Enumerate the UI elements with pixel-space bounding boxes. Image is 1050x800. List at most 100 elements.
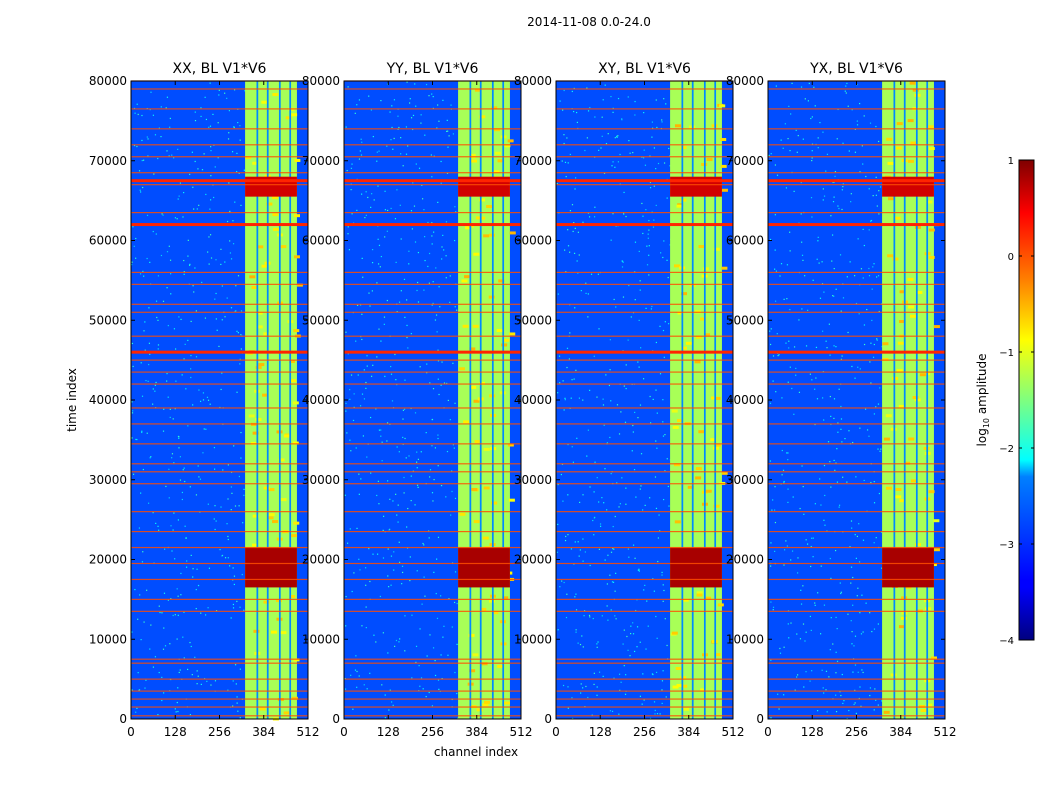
- heatmap-noise-cell: [825, 340, 827, 342]
- heatmap-noise-cell: [243, 494, 245, 496]
- heatmap-noise-cell: [150, 456, 152, 458]
- heatmap-noise-cell: [666, 259, 668, 261]
- heatmap-noise-cell: [196, 208, 198, 210]
- heatmap-noise-cell: [603, 424, 605, 426]
- heatmap-noise-cell: [877, 448, 879, 450]
- heatmap-noise-cell: [607, 554, 609, 556]
- heatmap-noise-cell: [627, 339, 629, 341]
- heatmap-noise-cell: [862, 163, 864, 165]
- heatmap-noise-cell: [655, 615, 657, 618]
- heatmap-noise-cell: [661, 574, 663, 576]
- heatmap-noise-cell: [873, 542, 875, 544]
- heatmap-rfi-row: [131, 211, 308, 214]
- heatmap-noise-cell: [390, 207, 392, 210]
- heatmap-noise-cell: [239, 363, 241, 365]
- heatmap-rfi-row: [556, 88, 733, 90]
- heatmap-noise-cell: [345, 331, 347, 333]
- heatmap-noise-cell: [347, 226, 349, 228]
- figure-suptitle: 2014-11-08 0.0-24.0: [527, 15, 651, 29]
- heatmap-noise-cell: [834, 175, 836, 177]
- heatmap-noise-cell: [440, 595, 442, 597]
- heatmap-noise-cell: [665, 696, 667, 698]
- heatmap-band-cell: [473, 252, 480, 256]
- heatmap-rfi-row: [344, 678, 521, 680]
- heatmap-noise-cell: [359, 569, 361, 571]
- heatmap-noise-cell: [437, 679, 440, 681]
- heatmap-noise-cell: [648, 219, 650, 222]
- heatmap-noise-cell: [177, 710, 179, 713]
- heatmap-band-cell: [283, 711, 290, 715]
- heatmap-noise-cell: [855, 712, 858, 715]
- heatmap-noise-cell: [875, 176, 877, 178]
- heatmap-noise-cell: [600, 147, 602, 149]
- heatmap-band-cell: [462, 324, 469, 328]
- heatmap-band-cell: [464, 226, 471, 230]
- heatmap-band-cell: [503, 338, 510, 342]
- heatmap-noise-cell: [845, 92, 847, 94]
- heatmap-noise-cell: [206, 396, 209, 398]
- heatmap-noise-cell: [152, 114, 155, 116]
- heatmap-noise-cell: [593, 491, 595, 493]
- heatmap-noise-cell: [881, 531, 883, 533]
- heatmap-noise-cell: [577, 541, 579, 543]
- heatmap-band-cell: [497, 159, 504, 163]
- heatmap-noise-cell: [234, 89, 236, 91]
- heatmap-band-cell: [280, 498, 287, 502]
- heatmap-noise-cell: [190, 368, 192, 370]
- heatmap-noise-cell: [229, 252, 232, 254]
- heatmap-strong-rfi-row: [344, 223, 521, 227]
- heatmap-rfi-row: [768, 483, 945, 485]
- heatmap-noise-cell: [179, 479, 182, 481]
- heatmap-noise-cell: [856, 535, 859, 538]
- heatmap-band-cell: [717, 603, 724, 607]
- heatmap-band-cell: [480, 607, 487, 611]
- heatmap-noise-cell: [571, 446, 573, 448]
- heatmap-noise-cell: [178, 671, 180, 674]
- heatmap-noise-cell: [783, 564, 785, 566]
- heatmap-noise-cell: [817, 710, 819, 712]
- heatmap-noise-cell: [667, 485, 669, 488]
- heatmap-strong-rfi-row: [556, 223, 733, 227]
- heatmap-noise-cell: [406, 336, 408, 339]
- heatmap-noise-cell: [434, 659, 436, 662]
- heatmap-noise-cell: [449, 275, 451, 277]
- heatmap-noise-cell: [652, 578, 654, 580]
- heatmap-noise-cell: [136, 438, 138, 441]
- heatmap-noise-cell: [178, 316, 180, 318]
- heatmap-noise-cell: [205, 428, 207, 430]
- heatmap-noise-cell: [207, 607, 209, 609]
- heatmap-noise-cell: [454, 671, 456, 674]
- heatmap-noise-cell: [854, 689, 856, 691]
- heatmap-rfi-row: [556, 463, 733, 465]
- heatmap-noise-cell: [563, 89, 565, 92]
- y-tick-label: 70000: [302, 154, 340, 168]
- heatmap-noise-cell: [582, 560, 584, 562]
- heatmap-noise-cell: [346, 169, 348, 172]
- heatmap-noise-cell: [788, 340, 790, 342]
- heatmap-band-cell: [700, 688, 707, 692]
- heatmap-rfi-row: [556, 271, 733, 273]
- heatmap-noise-cell: [229, 240, 231, 242]
- heatmap-noise-cell: [141, 561, 144, 563]
- heatmap-noise-cell: [390, 584, 392, 586]
- heatmap-noise-cell: [646, 245, 648, 247]
- heatmap-noise-cell: [191, 151, 193, 153]
- heatmap-noise-cell: [388, 709, 390, 711]
- heatmap-noise-cell: [235, 683, 237, 685]
- heatmap-noise-cell: [359, 405, 362, 407]
- heatmap-noise-cell: [173, 157, 175, 159]
- heatmap-noise-cell: [396, 310, 398, 313]
- heatmap-noise-cell: [173, 462, 175, 464]
- heatmap-noise-cell: [138, 170, 141, 172]
- heatmap-noise-cell: [161, 213, 163, 215]
- heatmap-rfi-row: [131, 698, 308, 700]
- heatmap-noise-cell: [567, 245, 570, 247]
- heatmap-noise-cell: [131, 631, 133, 633]
- heatmap-noise-cell: [772, 499, 774, 501]
- heatmap-noise-cell: [203, 153, 205, 155]
- heatmap-band-cell: [676, 683, 683, 687]
- heatmap-noise-cell: [561, 160, 563, 162]
- heatmap-rfi-row: [556, 483, 733, 485]
- heatmap-noise-cell: [661, 702, 663, 705]
- heatmap-noise-cell: [214, 298, 216, 300]
